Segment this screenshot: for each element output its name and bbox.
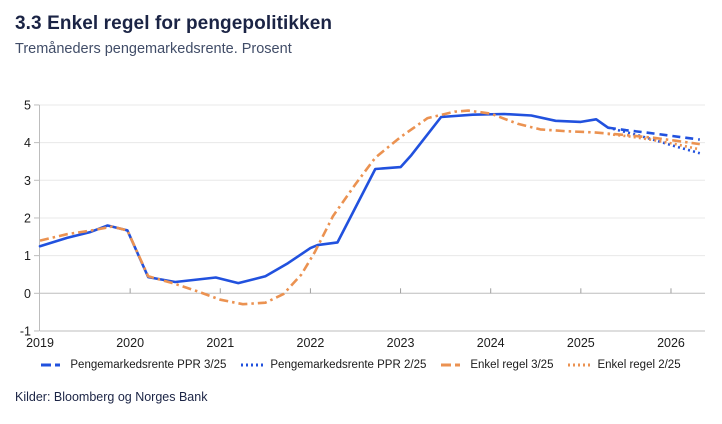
y-tick-label: -1 — [20, 324, 31, 338]
dotted-line-marker-icon — [568, 363, 593, 367]
source-note: Kilder: Bloomberg og Norges Bank — [15, 390, 208, 404]
legend-label: Pengemarkedsrente PPR 3/25 — [70, 359, 227, 371]
y-tick-label: 1 — [24, 249, 31, 263]
y-tick-label: 0 — [24, 287, 31, 301]
x-tick-label: 2025 — [567, 336, 595, 350]
legend-label: Enkel regel 3/25 — [470, 359, 554, 371]
series-pengemarkedsrente-ppr-3-25-forecast — [607, 126, 700, 141]
chart-subtitle: Tremåneders pengemarkedsrente. Prosent — [15, 41, 292, 57]
dashed-line-marker-icon — [441, 363, 466, 367]
x-tick-label: 2024 — [477, 336, 505, 350]
legend-label: Enkel regel 2/25 — [597, 359, 681, 371]
y-tick-label: 3 — [24, 174, 31, 188]
series-enkel-regel-3-25 — [39, 109, 700, 306]
legend-item-pengemarkedsrente-ppr-3-25: Pengemarkedsrente PPR 3/25 — [41, 359, 226, 371]
legend-item-enkel-regel-2-25: Enkel regel 2/25 — [568, 359, 681, 371]
series-pengemarkedsrente-ppr-2-25 — [607, 126, 701, 155]
dotted-line-marker-icon — [241, 363, 266, 367]
legend-item-enkel-regel-3-25: Enkel regel 3/25 — [441, 359, 553, 371]
page-title: 3.3 Enkel regel for pengepolitikken — [15, 13, 333, 34]
x-tick-label: 2019 — [26, 336, 54, 350]
y-tick-label: 5 — [24, 98, 31, 112]
y-tick-label: 2 — [24, 211, 31, 225]
x-tick-label: 2023 — [387, 336, 415, 350]
x-tick-label: 2021 — [206, 336, 234, 350]
x-tick-label: 2020 — [116, 336, 144, 350]
dashed-line-marker-icon — [41, 363, 66, 367]
x-tick-label: 2022 — [297, 336, 325, 350]
series-pengemarkedsrente-ppr-3-25-history — [38, 112, 610, 285]
chart-legend: Pengemarkedsrente PPR 3/25 Pengemarkedsre… — [0, 359, 722, 371]
legend-item-pengemarkedsrente-ppr-2-25: Pengemarkedsrente PPR 2/25 — [241, 359, 426, 371]
legend-label: Pengemarkedsrente PPR 2/25 — [270, 359, 427, 371]
y-tick-label: 4 — [24, 136, 31, 150]
x-tick-label: 2026 — [657, 336, 685, 350]
